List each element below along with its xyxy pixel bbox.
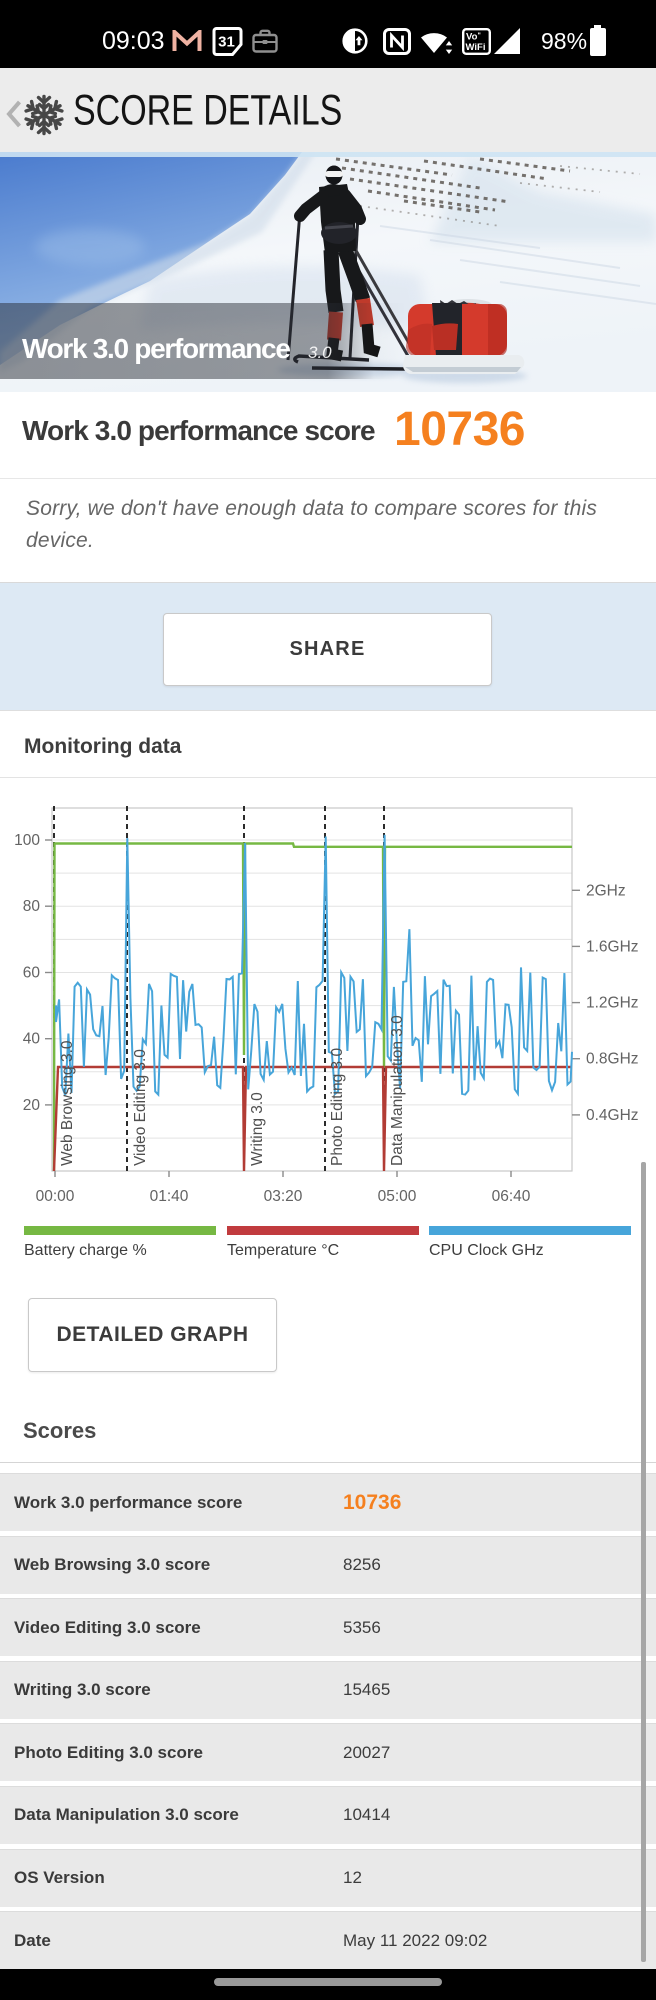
svg-text:2GHz: 2GHz [586,882,626,899]
svg-text:0.8GHz: 0.8GHz [586,1051,639,1068]
svg-text:Data Manipulation 3.0: Data Manipulation 3.0 [389,1015,406,1166]
svg-text:Photo Editing 3.0: Photo Editing 3.0 [329,1048,346,1166]
svg-text:20: 20 [23,1097,41,1114]
svg-text:Video Editing 3.0: Video Editing 3.0 [132,1049,149,1166]
svg-text:03:20: 03:20 [264,1188,303,1205]
svg-text:05:00: 05:00 [378,1188,417,1205]
svg-text:100: 100 [14,832,40,849]
svg-text:Web Browsing 3.0: Web Browsing 3.0 [59,1040,76,1166]
svg-text:0.4GHz: 0.4GHz [586,1107,639,1124]
svg-text:1.6GHz: 1.6GHz [586,938,639,955]
svg-text:01:40: 01:40 [150,1188,189,1205]
svg-text:": " [478,33,481,40]
svg-text:31: 31 [218,34,235,51]
svg-text:00:00: 00:00 [36,1188,75,1205]
svg-text:3.0: 3.0 [308,343,332,362]
svg-text:60: 60 [23,965,41,982]
svg-text:Writing 3.0: Writing 3.0 [249,1092,266,1166]
svg-text:WiFi: WiFi [466,42,486,53]
svg-text:1.2GHz: 1.2GHz [586,995,639,1012]
svg-text:06:40: 06:40 [492,1188,531,1205]
svg-text:Work 3.0 performance: Work 3.0 performance [22,333,290,364]
svg-text:80: 80 [23,898,41,915]
svg-text:40: 40 [23,1031,41,1048]
svg-text:Vo: Vo [466,32,478,43]
